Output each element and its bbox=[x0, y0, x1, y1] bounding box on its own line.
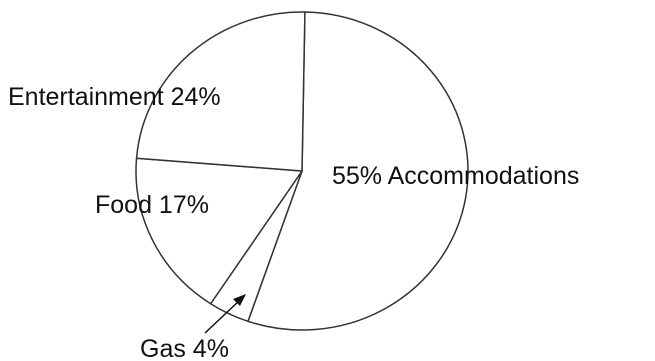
gas-label-arrow bbox=[204, 299, 241, 334]
pie-slices bbox=[135, 11, 469, 331]
slice-label-accommodations: 55% Accommodations bbox=[332, 162, 579, 190]
slice-label-entertainment: Entertainment 24% bbox=[8, 83, 221, 111]
gas-label-arrowhead bbox=[233, 294, 246, 306]
pie-slice-entertainment bbox=[135, 11, 306, 172]
pie-slice-accommodations bbox=[247, 11, 469, 331]
slice-label-gas: Gas 4% bbox=[140, 335, 229, 361]
slice-label-food: Food 17% bbox=[95, 191, 209, 219]
pie-slice-food bbox=[135, 157, 303, 305]
